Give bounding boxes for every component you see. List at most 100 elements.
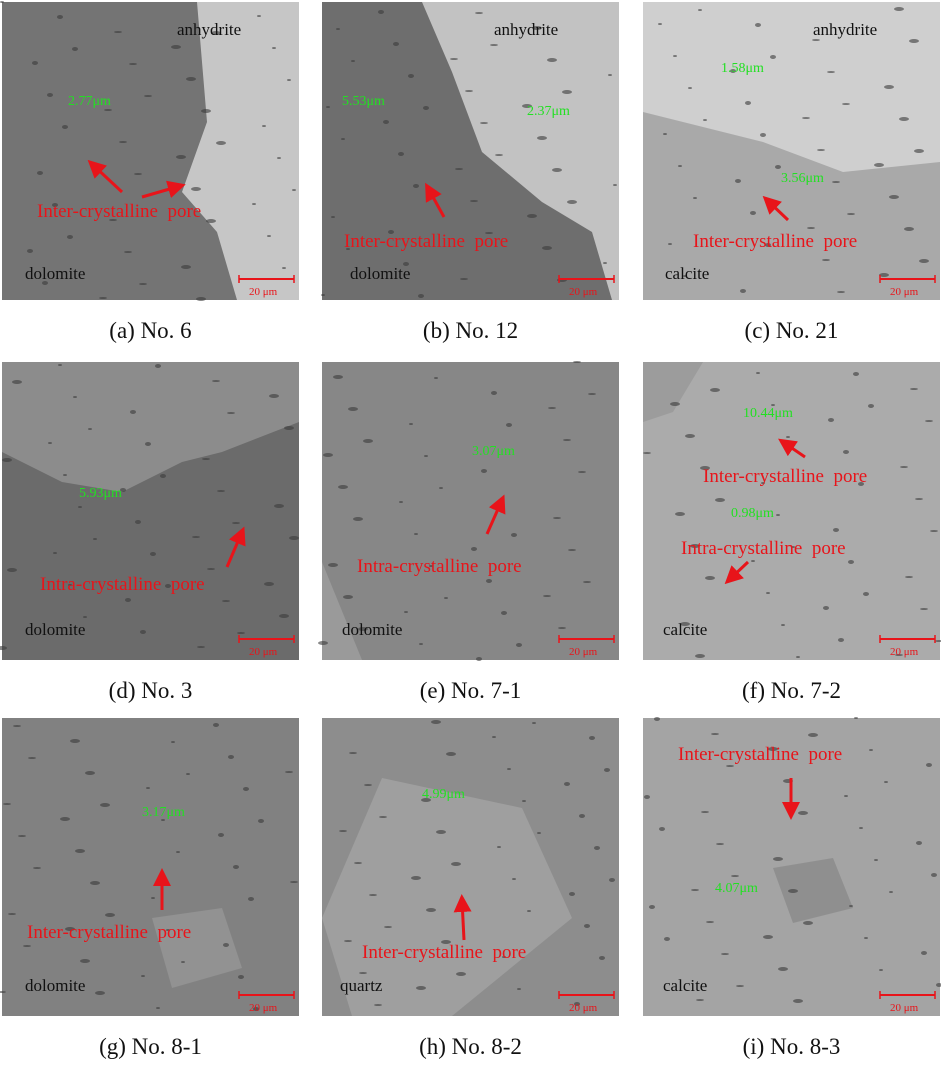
pore-speck [678,165,682,167]
pore-speck [186,77,196,81]
pore-speck [553,517,561,519]
pore-speck [869,749,873,751]
pore-speck [838,638,844,642]
pore-speck [828,418,834,422]
pore-speck [673,55,677,57]
arrow [225,526,246,568]
pore-speck [568,549,576,551]
pore-speck [27,249,33,253]
pore-speck [423,106,429,110]
pore-speck [884,85,894,89]
pore-speck [32,61,38,65]
pore-speck [573,361,581,363]
pore-speck [564,782,570,786]
pore-speck [532,722,536,724]
pore-speck [338,485,348,489]
label: 3.17μm [142,805,185,820]
label: Inter-crystalline pore [37,201,201,222]
pore-speck [191,187,201,191]
pore-speck [418,294,424,298]
pore-speck [711,733,719,735]
pore-speck [63,474,67,476]
pore-speck [243,787,249,791]
pore-speck [770,55,776,59]
pore-speck [803,921,813,925]
pore-speck [793,999,803,1003]
pore-speck [450,58,458,60]
pore-speck [282,267,286,269]
pore-speck [7,568,17,572]
pore-speck [217,490,225,492]
pore-speck [512,878,516,880]
pore-speck [768,747,778,751]
caption: (a) No. 6 [109,318,191,343]
pore-speck [290,881,298,883]
pore-speck [485,232,493,234]
pore-speck [589,736,595,740]
mineral-region [2,362,299,492]
pore-speck [726,765,734,767]
pore-speck [914,149,924,153]
pore-speck [155,364,161,368]
pore-speck [378,10,384,14]
pore-speck [258,819,264,823]
pore-speck [421,798,431,802]
pore-speck [926,763,932,767]
label: Inter-crystalline pore [362,942,526,963]
pore-speck [798,811,808,815]
mineral-region [182,2,299,300]
pore-speck [72,47,78,51]
pore-speck [426,908,436,912]
label: Inter-crystalline pore [344,231,508,252]
pore-speck [558,627,566,629]
pore-speck [151,897,155,899]
arrow [778,438,806,459]
pore-speck [910,388,918,390]
pore-speck [176,155,186,159]
pore-speck [853,372,859,376]
arrow [425,182,446,218]
pore-speck [736,985,744,987]
pore-speck [441,940,451,944]
pore-speck [879,273,889,277]
pore-speck [905,576,913,578]
pore-speck [766,592,770,594]
pore-speck [344,940,352,942]
pore-speck [119,141,127,143]
pore-speck [124,251,132,253]
pore-speck [735,179,741,183]
pore-speck [501,611,507,615]
pore-speck [67,235,73,239]
pore-speck [58,364,62,366]
pore-speck [511,533,517,537]
pore-speck [832,181,840,183]
pore-speck [854,717,858,719]
scale-label: 20 μm [890,1002,919,1014]
pore-speck [252,203,256,205]
mineral-region [322,778,572,1016]
pore-speck [765,243,771,247]
scale-label: 20 μm [890,286,919,298]
pore-speck [13,725,21,727]
label: calcite [665,264,709,283]
pore-speck [105,913,115,917]
pore-speck [399,501,403,503]
caption: (f) No. 7-2 [742,678,841,703]
pore-speck [0,991,6,993]
pore-speck [495,154,503,156]
label: dolomite [25,264,85,283]
micrograph [322,362,619,660]
pore-speck [700,466,710,470]
pore-speck [207,568,215,570]
pore-speck [808,733,818,737]
pore-speck [413,184,419,188]
pore-speck [176,851,180,853]
pore-speck [404,611,408,613]
label: dolomite [25,620,85,639]
pore-speck [12,380,22,384]
pore-speck [471,547,477,551]
pore-speck [833,528,839,532]
pore-speck [248,897,254,901]
pore-speck [649,905,655,909]
pore-speck [543,595,551,597]
